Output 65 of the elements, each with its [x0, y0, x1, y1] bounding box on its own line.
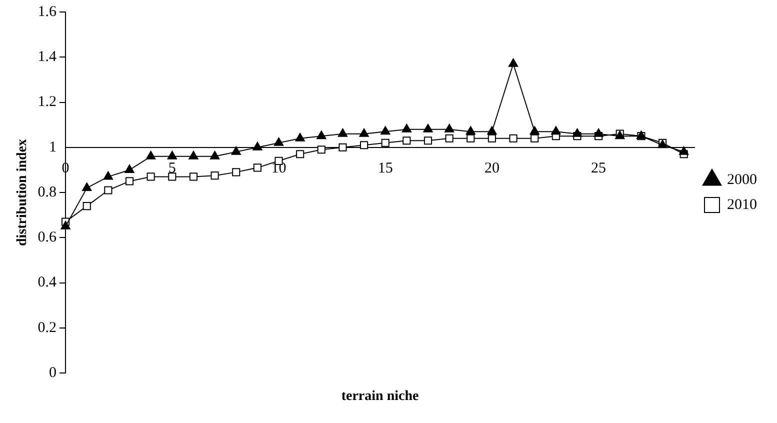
point — [146, 150, 156, 160]
x-tick-label: 25 — [591, 160, 606, 176]
y-tick-label: 0 — [49, 364, 57, 381]
point — [189, 172, 198, 181]
y-tick-label: 1.2 — [38, 94, 57, 110]
point — [167, 150, 177, 160]
x-tick-label: 5 — [168, 160, 176, 176]
point — [210, 150, 220, 160]
point — [274, 137, 284, 146]
point — [316, 130, 326, 140]
point — [124, 164, 134, 173]
legend-label: 2000 — [727, 172, 757, 188]
point — [232, 168, 240, 176]
point — [210, 172, 219, 180]
point — [338, 128, 348, 137]
y-tick-label: 0.4 — [38, 274, 58, 291]
y-tick-label: 0.2 — [38, 320, 57, 336]
point — [231, 146, 241, 155]
point — [487, 126, 497, 135]
point — [103, 171, 114, 180]
point — [338, 143, 347, 152]
point — [146, 172, 155, 181]
y-tick-label: 1 — [49, 139, 57, 156]
point — [466, 134, 475, 142]
legend-label: 2010 — [727, 196, 757, 213]
y-tick-label: 0.6 — [38, 230, 58, 246]
y-tick-label: 0.8 — [38, 184, 57, 200]
point — [679, 146, 689, 155]
point — [82, 182, 92, 191]
point — [445, 134, 454, 142]
point — [551, 126, 561, 135]
point — [508, 58, 518, 67]
point — [466, 126, 476, 135]
point — [125, 177, 134, 186]
y-tick-label: 1.4 — [38, 49, 58, 66]
point — [253, 164, 262, 172]
point — [509, 134, 518, 142]
point — [488, 134, 496, 142]
point — [572, 128, 582, 137]
point — [82, 202, 91, 210]
point — [381, 138, 390, 147]
point — [423, 124, 433, 132]
point — [188, 150, 198, 160]
point — [60, 220, 70, 230]
point — [530, 134, 539, 142]
point — [317, 146, 326, 154]
point — [252, 142, 262, 150]
point — [594, 128, 604, 137]
point — [424, 136, 432, 145]
x-tick-label: 20 — [484, 160, 500, 176]
point — [360, 141, 368, 150]
point — [402, 136, 411, 145]
point — [104, 186, 112, 194]
point — [359, 128, 369, 137]
point — [402, 124, 412, 132]
x-tick-label: 15 — [378, 160, 393, 176]
point — [168, 172, 176, 181]
point — [530, 126, 540, 135]
y-axis-title: distribution index — [15, 139, 30, 246]
y-tick-label: 1.6 — [38, 4, 58, 20]
point — [444, 124, 454, 132]
point — [295, 132, 305, 142]
point — [380, 126, 390, 135]
x-axis-title: terrain niche — [341, 389, 419, 404]
point — [296, 150, 304, 158]
